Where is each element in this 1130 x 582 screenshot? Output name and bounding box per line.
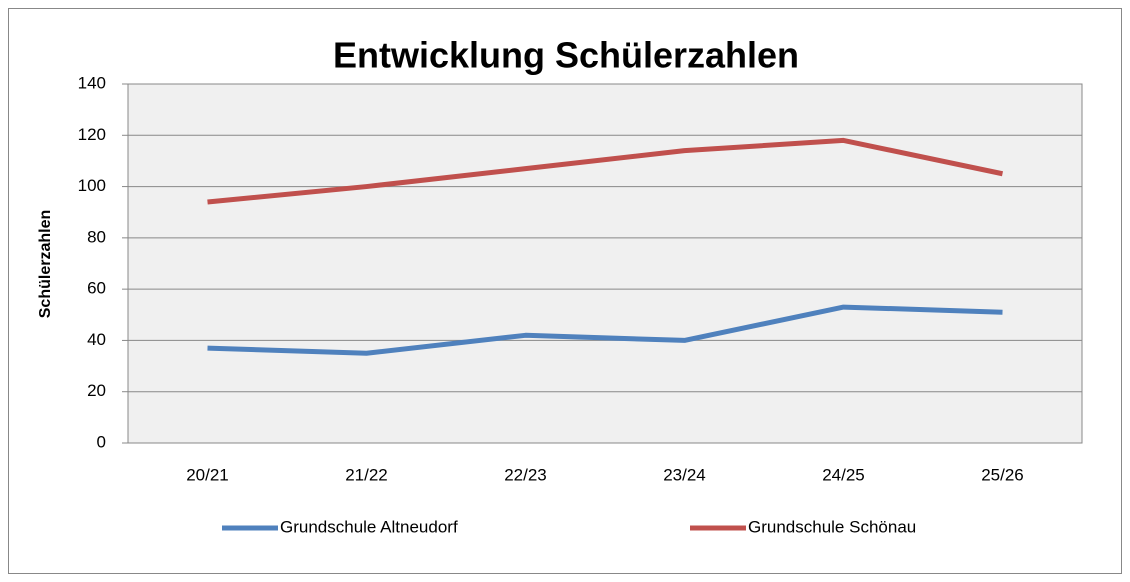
y-tick-label: 140 [78,73,106,92]
y-tick-label: 100 [78,176,106,195]
legend-label: Grundschule Schönau [748,517,916,536]
x-tick-label: 24/25 [822,465,865,484]
y-tick-label: 0 [97,432,106,451]
y-tick-label: 40 [87,330,106,349]
series-line [207,137,1004,205]
y-axis-label: Schülerzahlen [37,210,54,318]
x-tick-label: 23/24 [663,465,706,484]
plot-area [127,83,1083,444]
x-tick-label: 21/22 [345,465,388,484]
y-tick-label: 20 [87,381,106,400]
y-tick-label: 120 [78,125,106,144]
y-tick-label: 60 [87,279,106,298]
legend-label: Grundschule Altneudorf [280,517,458,536]
x-tick-label: 22/23 [504,465,547,484]
x-tick-label: 25/26 [981,465,1024,484]
x-tick-label: 20/21 [186,465,229,484]
y-tick-label: 80 [87,227,106,246]
chart-title: Entwicklung Schülerzahlen [333,35,799,76]
series-line [207,304,1003,356]
